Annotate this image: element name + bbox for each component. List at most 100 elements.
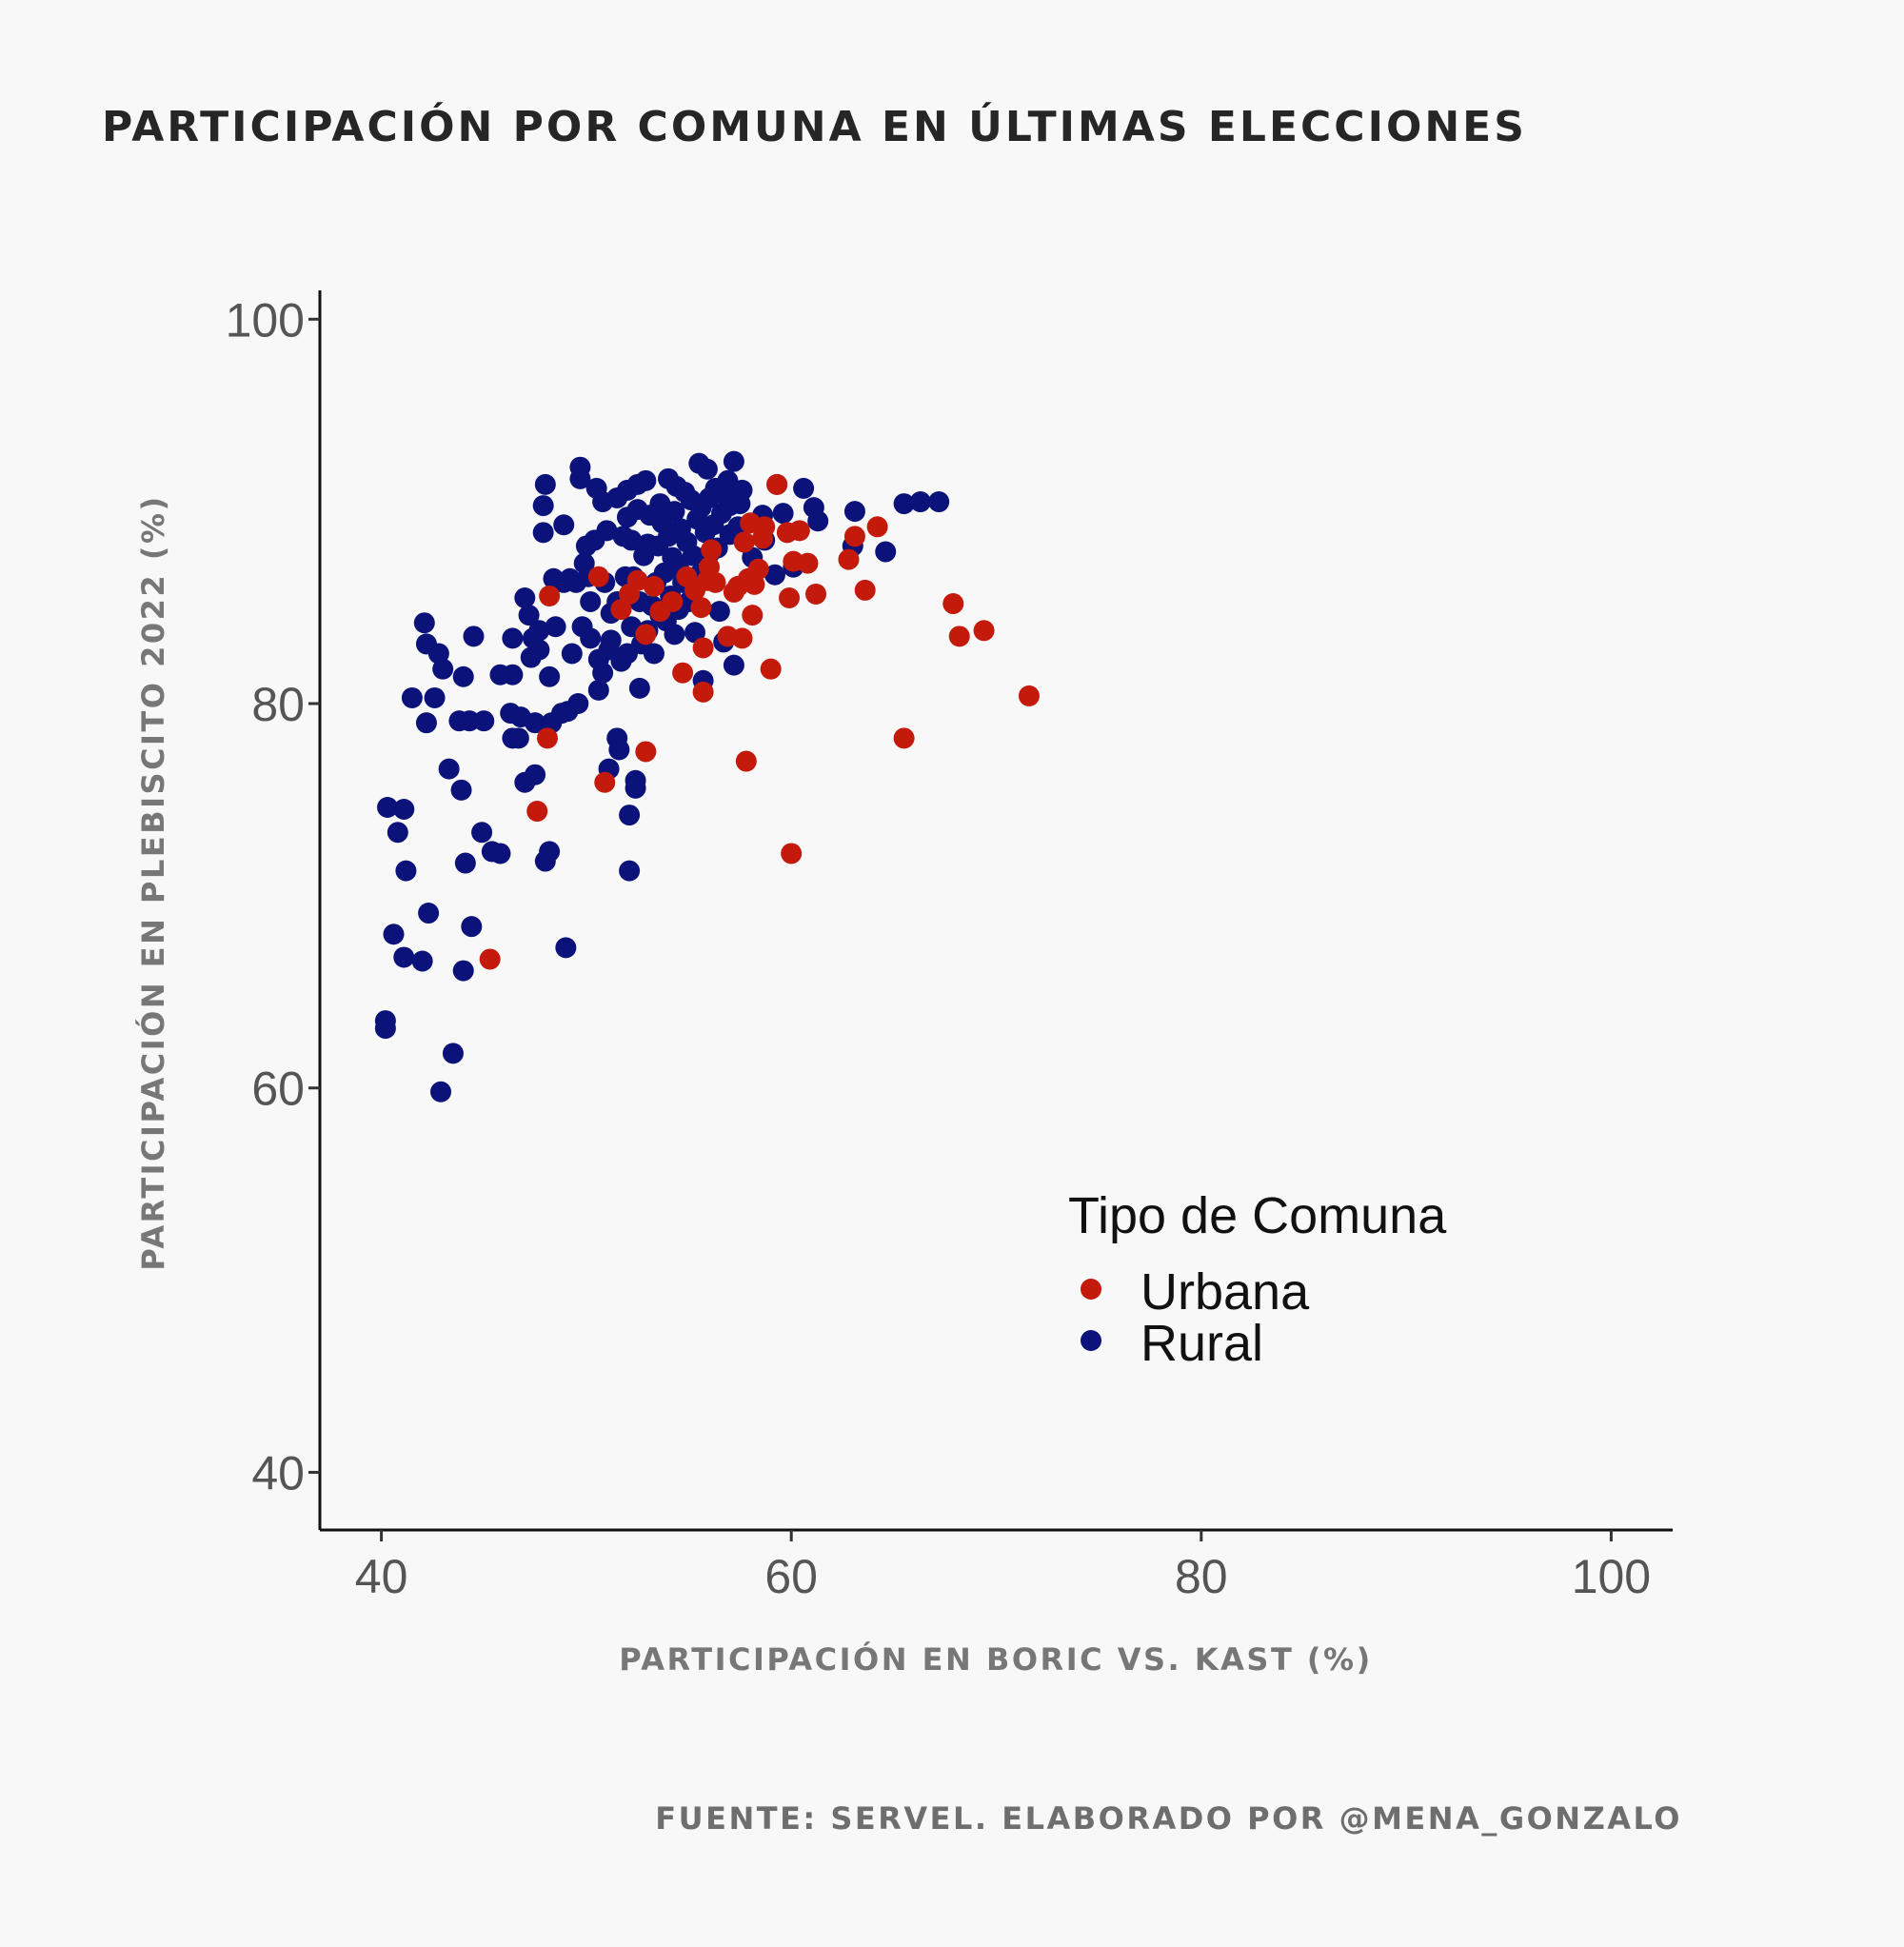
legend-marker-rural	[1081, 1330, 1101, 1351]
point-urbana	[1018, 685, 1040, 706]
point-rural	[569, 456, 591, 478]
point-urbana	[788, 520, 810, 542]
point-rural	[528, 620, 550, 642]
legend: Tipo de Comuna Urbana Rural	[1068, 1187, 1447, 1372]
point-rural	[893, 493, 915, 515]
point-urbana	[692, 637, 714, 659]
point-rural	[664, 624, 685, 646]
point-urbana	[735, 750, 757, 772]
point-urbana	[838, 548, 860, 570]
point-rural	[473, 710, 495, 732]
point-rural	[539, 841, 561, 863]
point-rural	[567, 693, 589, 714]
point-rural	[454, 852, 476, 874]
source-footer: FUENTE: SERVEL. ELABORADO POR @MENA_GONZ…	[655, 1800, 1682, 1837]
point-urbana	[692, 681, 714, 703]
point-rural	[387, 822, 408, 844]
y-tick-label: 60	[251, 1063, 305, 1116]
point-rural	[393, 799, 415, 821]
point-rural	[764, 564, 785, 586]
point-urbana	[701, 539, 723, 561]
point-rural	[643, 643, 664, 665]
y-axis-title: PARTICIPACIÓN EN PLEBISCITO 2022 (%)	[134, 494, 171, 1270]
point-urbana	[747, 558, 769, 580]
point-rural	[635, 469, 657, 491]
point-rural	[696, 458, 718, 480]
x-axis-title: PARTICIPACIÓN EN BORIC VS. KAST (%)	[619, 1640, 1372, 1678]
point-rural	[401, 686, 423, 708]
point-rural	[514, 586, 536, 608]
point-rural	[418, 903, 440, 924]
point-urbana	[479, 948, 501, 970]
point-urbana	[843, 526, 865, 547]
legend-marker-urbana	[1081, 1279, 1101, 1300]
point-rural	[619, 860, 641, 882]
point-urbana	[594, 771, 616, 793]
point-urbana	[760, 658, 782, 680]
point-urbana	[672, 662, 694, 684]
point-rural	[374, 1018, 396, 1040]
point-rural	[708, 601, 730, 623]
point-urbana	[948, 626, 970, 647]
point-rural	[843, 501, 865, 523]
point-urbana	[539, 585, 561, 606]
point-urbana	[690, 597, 712, 619]
point-rural	[592, 662, 614, 684]
point-rural	[539, 666, 561, 687]
point-rural	[507, 727, 529, 749]
point-urbana	[610, 599, 632, 621]
point-rural	[415, 712, 437, 734]
point-rural	[580, 591, 602, 613]
point-rural	[793, 477, 815, 499]
point-urbana	[781, 843, 803, 864]
point-rural	[532, 495, 554, 517]
point-rural	[608, 739, 630, 761]
point-rural	[393, 946, 415, 968]
point-urbana	[635, 741, 657, 763]
point-rural	[555, 937, 577, 959]
point-rural	[875, 541, 897, 563]
y-tick-label: 40	[251, 1446, 305, 1500]
point-rural	[772, 503, 794, 525]
y-tick-label: 100	[226, 293, 305, 347]
ticks-layer: 40 60 80 100 40 60 80 100	[226, 293, 1652, 1603]
point-rural	[395, 860, 417, 882]
points-layer	[374, 450, 1040, 1103]
x-tick-label: 80	[1175, 1550, 1228, 1603]
point-rural	[807, 510, 829, 532]
point-urbana	[779, 586, 801, 608]
point-rural	[452, 960, 474, 982]
point-rural	[489, 843, 511, 864]
point-urbana	[766, 473, 788, 495]
point-urbana	[626, 569, 648, 591]
point-urbana	[643, 575, 664, 597]
point-rural	[625, 769, 646, 791]
point-urbana	[731, 627, 753, 649]
point-urbana	[635, 624, 657, 646]
point-urbana	[805, 583, 827, 605]
point-rural	[502, 627, 524, 649]
point-urbana	[854, 579, 876, 601]
point-rural	[525, 764, 546, 785]
point-urbana	[662, 591, 684, 613]
point-rural	[628, 677, 650, 699]
point-rural	[532, 522, 554, 544]
point-rural	[731, 479, 753, 501]
point-rural	[518, 605, 540, 626]
point-urbana	[526, 801, 548, 823]
point-urbana	[733, 531, 755, 553]
point-rural	[377, 797, 399, 819]
point-rural	[682, 545, 704, 566]
point-rural	[383, 924, 405, 945]
point-rural	[600, 629, 622, 651]
chart-title: PARTICIPACIÓN POR COMUNA EN ÚLTIMAS ELEC…	[102, 103, 1527, 151]
point-rural	[411, 950, 433, 972]
point-rural	[525, 712, 546, 734]
point-rural	[459, 710, 481, 732]
point-rural	[684, 622, 706, 644]
point-rural	[430, 1081, 452, 1103]
point-urbana	[704, 571, 726, 593]
point-rural	[424, 686, 446, 708]
legend-label-rural: Rural	[1140, 1315, 1263, 1372]
point-rural	[432, 658, 454, 680]
